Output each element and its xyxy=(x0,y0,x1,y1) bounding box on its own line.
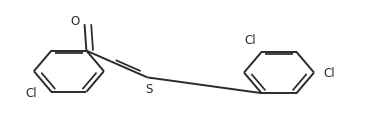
Text: Cl: Cl xyxy=(26,87,37,100)
Text: S: S xyxy=(145,82,153,95)
Text: Cl: Cl xyxy=(245,34,256,47)
Text: Cl: Cl xyxy=(323,67,335,80)
Text: O: O xyxy=(71,15,80,28)
